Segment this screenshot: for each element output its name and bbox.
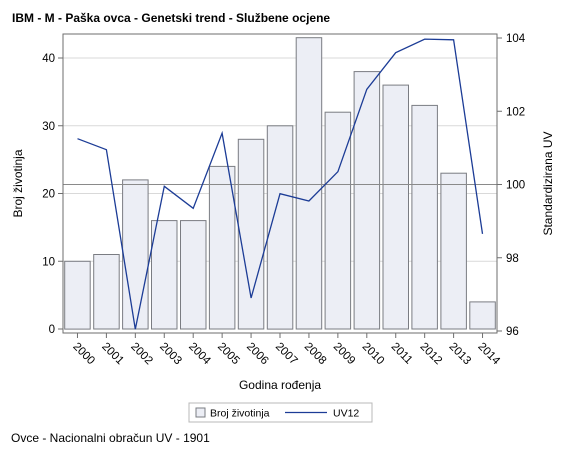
bar bbox=[122, 179, 149, 330]
legend-frame bbox=[188, 402, 373, 423]
x-tick-label: 2008 bbox=[302, 341, 329, 368]
bar bbox=[353, 71, 381, 330]
x-tick-label: 2000 bbox=[70, 341, 97, 368]
legend-bar-swatch bbox=[195, 407, 206, 418]
footnote: Ovce - Nacionalni obračun UV - 1901 bbox=[11, 431, 210, 445]
bar bbox=[324, 111, 352, 330]
y-tick-label: 30 bbox=[42, 121, 55, 133]
x-tick-label: 2009 bbox=[331, 341, 358, 368]
bar bbox=[382, 84, 409, 330]
y2-axis-title: Standardizirana UV bbox=[541, 131, 555, 235]
x-tick-label: 2010 bbox=[360, 341, 387, 368]
x-tick-label: 2012 bbox=[418, 341, 445, 368]
bar bbox=[208, 165, 236, 330]
bar bbox=[93, 254, 120, 330]
legend-line-label: UV12 bbox=[333, 408, 359, 420]
bar bbox=[266, 125, 294, 330]
bar bbox=[237, 138, 265, 330]
bar bbox=[411, 104, 438, 330]
x-tick-label: 2002 bbox=[128, 341, 155, 368]
y2-tick-label: 96 bbox=[506, 326, 519, 338]
bar bbox=[64, 260, 91, 330]
bar bbox=[469, 301, 496, 330]
x-tick-label: 2003 bbox=[157, 341, 184, 368]
y2-tick-label: 102 bbox=[506, 106, 525, 118]
bar bbox=[151, 220, 178, 330]
y2-tick-label: 98 bbox=[506, 253, 519, 265]
bar bbox=[295, 37, 323, 330]
y-tick-label: 20 bbox=[42, 189, 55, 201]
x-tick-label: 2013 bbox=[446, 341, 473, 368]
bar bbox=[180, 220, 207, 330]
y2-tick-label: 100 bbox=[506, 180, 525, 192]
x-tick-label: 2006 bbox=[244, 341, 271, 368]
y-axis-title: Broj životinja bbox=[11, 149, 25, 217]
x-tick-label: 2001 bbox=[99, 341, 126, 368]
x-tick-label: 2011 bbox=[389, 341, 415, 367]
uv12-line bbox=[77, 38, 484, 330]
y2-tick-label: 104 bbox=[506, 33, 526, 45]
y-tick-label: 40 bbox=[42, 53, 55, 65]
x-axis-title: Godina rođenja bbox=[239, 378, 321, 392]
y-tick-label: 10 bbox=[42, 256, 55, 268]
x-tick-label: 2004 bbox=[186, 341, 213, 368]
chart-title: IBM - M - Paška ovca - Genetski trend - … bbox=[12, 11, 330, 25]
bar bbox=[440, 172, 467, 330]
y-tick-label: 0 bbox=[49, 324, 55, 336]
x-tick-label: 2005 bbox=[215, 341, 242, 368]
legend: Broj životinja UV12 bbox=[188, 402, 373, 423]
legend-bar-label: Broj životinja bbox=[210, 408, 270, 420]
x-tick-label: 2007 bbox=[273, 341, 300, 368]
x-tick-label: 2014 bbox=[475, 341, 502, 368]
